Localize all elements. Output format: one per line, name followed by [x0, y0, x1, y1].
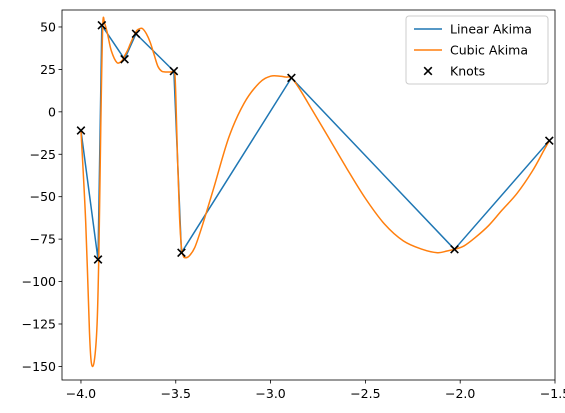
y-tick-label: −50: [30, 189, 56, 204]
knot-marker: [544, 136, 554, 146]
legend-knots-marker: [423, 66, 433, 76]
y-tick-label: −150: [22, 359, 56, 374]
x-tick-label: −1.5: [540, 386, 565, 401]
legend-cubic-label: Cubic Akima: [450, 43, 528, 58]
y-tick-label: 0: [48, 104, 56, 119]
series-layer: [76, 16, 554, 368]
y-tick-label: 50: [40, 19, 56, 34]
series-line-cubic-akima: [80, 16, 550, 368]
legend-linear-label: Linear Akima: [450, 22, 532, 37]
knot-marker: [169, 66, 179, 76]
x-tick-label: −3.5: [161, 386, 191, 401]
legend-box: [405, 15, 549, 85]
knot-marker: [177, 248, 186, 258]
knot-marker: [287, 73, 296, 83]
x-tick-label: −2.5: [350, 386, 380, 401]
knot-marker: [93, 255, 103, 264]
x-tick-label: −3.0: [255, 386, 285, 401]
y-tick-label: −125: [22, 316, 56, 331]
y-axis-ticks: 50 25 0 −25 −50 −75 −100 −125 −150: [22, 19, 62, 374]
legend: Linear Akima Cubic Akima Knots: [405, 15, 549, 85]
plot-frame: [61, 9, 556, 381]
y-tick-label: −25: [30, 147, 56, 162]
knot-marker: [120, 54, 129, 64]
knot-marker: [76, 126, 86, 135]
x-axis-ticks: −4.0 −3.5 −3.0 −2.5 −2.0 −1.5: [66, 380, 565, 401]
knot-marker: [97, 20, 107, 30]
knot-marker: [450, 244, 459, 254]
legend-knots-label: Knots: [450, 64, 485, 79]
y-tick-label: −75: [30, 232, 56, 247]
x-tick-label: −4.0: [66, 386, 96, 401]
knot-marker: [131, 29, 141, 39]
y-tick-label: −100: [22, 274, 56, 289]
x-tick-label: −2.0: [445, 386, 475, 401]
y-tick-label: 25: [40, 62, 56, 77]
